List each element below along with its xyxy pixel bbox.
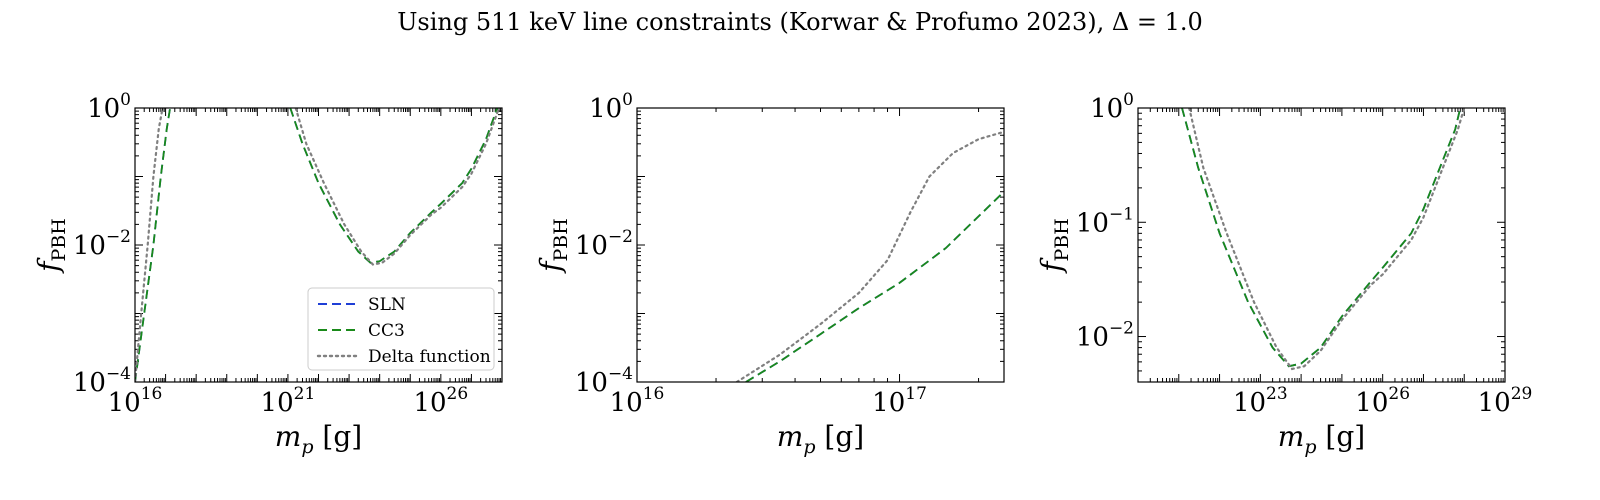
x-tick-label: 1026 [1355, 384, 1410, 418]
series-line-cc3 [135, 108, 171, 382]
y-axis-label: fPBH [534, 218, 572, 274]
legend-box [307, 287, 495, 371]
y-tick-label: 100 [87, 90, 131, 124]
panel-1: 1016 1021 1026 100 10−2 10−4 mp [g] fPBH SLN CC3 D… [32, 90, 503, 458]
x-tick-label: 1017 [872, 384, 927, 418]
y-tick-label: 10−1 [1076, 204, 1134, 238]
y-axis-label: fPBH [1035, 218, 1073, 274]
axes-frame [1137, 107, 1506, 383]
panel-3: 1023 1026 1029 100 10−1 10−2 mp [g] fPBH [1035, 90, 1532, 458]
y-tick-label: 100 [1090, 90, 1134, 124]
series-line-delta-function [135, 108, 164, 382]
y-tick-label: 10−2 [1076, 319, 1134, 353]
series-line-delta-function [1188, 108, 1466, 371]
axes-frame [134, 107, 503, 383]
minor-ticks [1137, 107, 1505, 382]
x-tick-label: 1029 [1478, 384, 1533, 418]
series-line-delta-function [735, 130, 1004, 382]
x-axis-label: mp [g] [777, 420, 864, 458]
series-group [135, 108, 501, 382]
series-line-cc3 [745, 191, 1004, 382]
legend-label: CC3 [368, 321, 405, 341]
x-tick-label: 1016 [610, 384, 665, 418]
legend-label: SLN [368, 295, 406, 315]
minor-ticks [134, 107, 503, 382]
panels: 1016 1021 1026 100 10−2 10−4 mp [g] fPBH SLN CC3 D… [32, 90, 1532, 458]
x-axis-label: mp [g] [275, 420, 362, 458]
series-line-cc3 [289, 108, 499, 264]
axes-frame [636, 107, 1005, 383]
series-group [735, 130, 1004, 382]
y-tick-label: 10−2 [73, 227, 131, 261]
x-tick-label: 1023 [1233, 384, 1288, 418]
series-line-delta-function [294, 108, 501, 266]
x-tick-label: 1021 [261, 384, 316, 418]
panel-2: 1016 1017 100 10−2 10−4 mp [g] fPBH [534, 90, 1005, 458]
legend: SLN CC3 Delta function [307, 287, 495, 371]
series-line-sln [1181, 108, 1462, 368]
x-tick-label: 1026 [413, 384, 468, 418]
figure-suptitle: Using 511 keV line constraints (Korwar &… [397, 8, 1203, 36]
series-line-cc3 [1181, 108, 1462, 368]
y-tick-label: 10−4 [575, 364, 633, 398]
series-line-sln [745, 191, 1004, 382]
x-tick-label: 1016 [108, 384, 163, 418]
y-tick-label: 10−4 [73, 364, 131, 398]
legend-label: Delta function [368, 347, 491, 367]
y-tick-label: 100 [589, 90, 633, 124]
series-line-sln [289, 108, 499, 264]
y-tick-label: 10−2 [575, 227, 633, 261]
x-axis-label: mp [g] [1278, 420, 1365, 458]
series-group [1181, 108, 1466, 371]
y-axis-label: fPBH [32, 218, 70, 274]
